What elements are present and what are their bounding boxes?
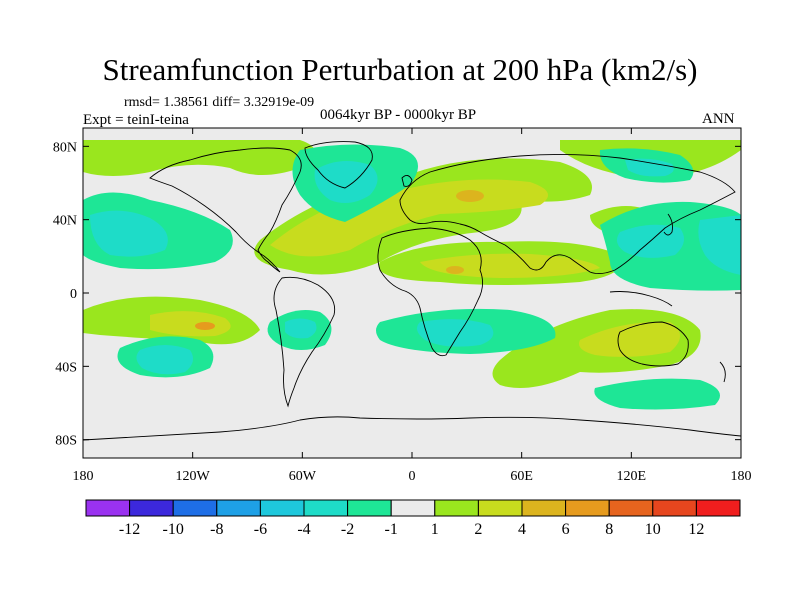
colorbar-label: 4	[518, 521, 526, 538]
coast-eurasia	[399, 153, 736, 275]
colorbar: -12 -10 -8 -6 -4 -2 -1 1 2 4 6 8 10 12	[85, 499, 741, 538]
colorbar-bin	[172, 499, 218, 517]
southern-ocean-negative-band	[594, 378, 720, 410]
colorbar-label: 6	[562, 521, 570, 538]
central-pacific-negative-core	[698, 215, 741, 275]
colorbar-label: -10	[163, 521, 184, 538]
colorbar-label: 8	[605, 521, 613, 538]
australia-positive-core	[579, 321, 680, 357]
coast-north-america	[149, 147, 302, 273]
period-label: 0064kyr BP - 0000kyr BP	[320, 107, 477, 123]
greenland-negative-core	[314, 161, 378, 204]
colorbar-label: 2	[474, 521, 482, 538]
lat-tick-label: 40N	[53, 214, 77, 229]
colorbar-label: 1	[431, 521, 439, 538]
africa-max-spot	[446, 266, 464, 274]
coast-africa	[377, 227, 483, 357]
colorbar-label: -4	[297, 521, 310, 538]
stats-text: rmsd= 1.38561 diff= 3.32919e-09	[124, 95, 315, 110]
atlantic-max-spot	[456, 190, 484, 202]
coast-uk	[401, 175, 413, 187]
experiment-label: Expt = teinI-teina	[83, 112, 189, 128]
lon-tick-label: 120E	[617, 469, 647, 484]
contour-fields	[83, 140, 741, 410]
colorbar-label: -1	[385, 521, 398, 538]
colorbar-bin	[216, 499, 261, 517]
lon-tick-label: 180	[731, 469, 752, 484]
colorbar-label: 10	[645, 521, 661, 538]
africa-positive-core	[420, 253, 600, 278]
pacific-max-spot	[195, 322, 215, 330]
arctic-asia-negative-core	[625, 158, 674, 177]
coast-japan	[663, 213, 673, 236]
lon-tick-label: 180	[73, 469, 94, 484]
coast-australia	[617, 321, 689, 367]
map-title: Streamfunction Perturbation at 200 hPa (…	[102, 52, 698, 87]
colorbar-label: 12	[688, 521, 704, 538]
lat-tick-label: 0	[70, 287, 77, 302]
colorbar-label: -8	[210, 521, 223, 538]
lon-tick-label: 0	[409, 469, 416, 484]
colorbar-bin	[521, 499, 567, 517]
lat-tick-label: 80N	[53, 140, 77, 155]
colorbar-bin	[390, 499, 436, 517]
coast-antarctica	[83, 416, 741, 441]
lat-tick-label: 40S	[55, 360, 77, 375]
lat-tick-label: 80S	[55, 434, 77, 449]
southern-africa-negative-core	[416, 319, 494, 347]
lon-tick-label: 120W	[176, 469, 211, 484]
coast-new-zealand	[719, 361, 726, 383]
colorbar-bin	[259, 499, 305, 517]
colorbar-bin	[129, 499, 174, 517]
pacific-positive-core	[150, 311, 231, 337]
coast-greenland	[304, 141, 373, 189]
coast-indonesia	[609, 291, 673, 307]
lon-tick-label: 60W	[289, 469, 317, 484]
latitude-axis: 80N 40N 0 40S 80S	[53, 140, 741, 449]
colorbar-bin	[652, 499, 697, 517]
coastlines	[83, 141, 741, 441]
colorbar-label: -6	[254, 521, 267, 538]
colorbar-bin	[608, 499, 654, 517]
map-plot-area: 80N 40N 0 40S 80S 180 120W 60W 0 60E 120E 180	[53, 127, 752, 484]
colorbar-bin	[85, 499, 131, 517]
coast-south-america	[273, 276, 336, 408]
longitude-axis: 180 120W 60W 0 60E 120E 180	[73, 128, 752, 484]
colorbar-bin	[303, 499, 349, 517]
colorbar-bin	[565, 499, 610, 517]
south-america-negative-core	[285, 318, 317, 339]
north-pacific-negative-core	[90, 210, 168, 257]
colorbar-bin	[434, 499, 479, 517]
arctic-positive-band	[83, 140, 315, 176]
season-label: ANN	[702, 111, 735, 127]
colorbar-label: -12	[119, 521, 140, 538]
colorbar-bin	[347, 499, 392, 517]
colorbar-bin	[695, 499, 741, 517]
colorbar-label: -2	[341, 521, 354, 538]
colorbar-bin	[477, 499, 523, 517]
lon-tick-label: 60E	[510, 469, 533, 484]
south-pacific-negative-core	[136, 345, 194, 375]
